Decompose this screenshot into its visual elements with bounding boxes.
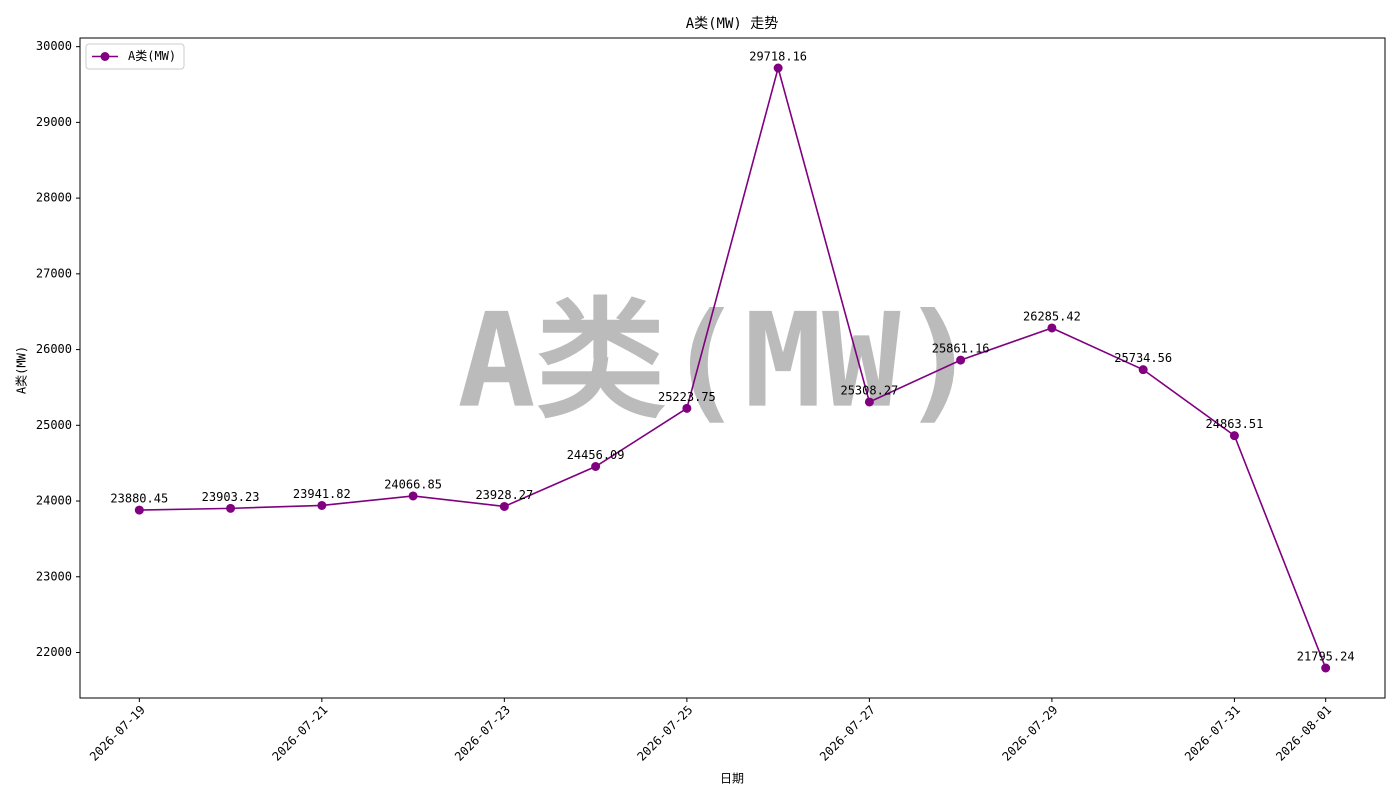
- legend-marker: [100, 52, 110, 61]
- x-tick-label: 2026-07-31: [1182, 703, 1243, 764]
- data-point: [1138, 365, 1148, 375]
- data-point: [682, 403, 692, 413]
- data-point: [1321, 663, 1331, 673]
- data-label: 26285.42: [1023, 309, 1081, 323]
- data-point: [773, 63, 783, 73]
- data-point: [1047, 323, 1057, 333]
- data-label: 23903.23: [202, 490, 260, 504]
- y-tick-label: 30000: [36, 39, 72, 53]
- y-tick-label: 23000: [36, 569, 72, 583]
- watermark: A类(MW): [457, 285, 978, 437]
- x-tick-label: 2026-07-21: [269, 703, 330, 764]
- y-tick-label: 24000: [36, 494, 72, 508]
- legend-label: A类(MW): [128, 49, 176, 63]
- data-point: [134, 505, 144, 515]
- y-tick-label: 28000: [36, 191, 72, 205]
- data-point: [317, 500, 327, 510]
- data-label: 24066.85: [384, 477, 442, 491]
- data-point: [1229, 431, 1239, 441]
- data-point: [591, 461, 601, 471]
- x-tick-label: 2026-07-29: [1000, 703, 1061, 764]
- data-label: 25308.27: [840, 383, 898, 397]
- legend-box: [85, 43, 185, 70]
- x-tick-label: 2026-07-25: [634, 703, 695, 764]
- x-tick-label: 2026-08-01: [1273, 703, 1334, 764]
- plot-frame: [79, 37, 1386, 699]
- data-point: [499, 501, 509, 511]
- x-axis-label: 日期: [720, 772, 744, 786]
- data-point: [408, 491, 418, 501]
- y-tick-label: 25000: [36, 418, 72, 432]
- data-label: 25223.75: [658, 390, 716, 404]
- chart-title: A类(MW) 走势: [686, 16, 779, 32]
- data-label: 23880.45: [110, 492, 168, 506]
- data-point: [956, 355, 966, 365]
- series-line: [139, 64, 1327, 669]
- y-tick-label: 26000: [36, 342, 72, 356]
- data-label: 23941.82: [293, 487, 351, 501]
- x-tick-label: 2026-07-19: [87, 703, 148, 764]
- y-tick-label: 22000: [36, 645, 72, 659]
- data-label: 24863.51: [1206, 417, 1264, 431]
- x-tick-label: 2026-07-23: [452, 703, 513, 764]
- data-label: 25734.56: [1114, 351, 1172, 365]
- y-axis-label: A类(MW): [15, 346, 29, 394]
- data-label: 23928.27: [475, 488, 533, 502]
- data-label: 25861.16: [932, 342, 990, 356]
- data-point: [864, 397, 874, 407]
- y-tick-label: 29000: [36, 115, 72, 129]
- data-point: [226, 503, 236, 513]
- data-label: 24456.09: [567, 448, 625, 462]
- x-tick-label: 2026-07-27: [817, 703, 878, 764]
- data-label: 21795.24: [1297, 650, 1355, 664]
- data-label: 29718.16: [749, 49, 807, 63]
- y-tick-label: 27000: [36, 266, 72, 280]
